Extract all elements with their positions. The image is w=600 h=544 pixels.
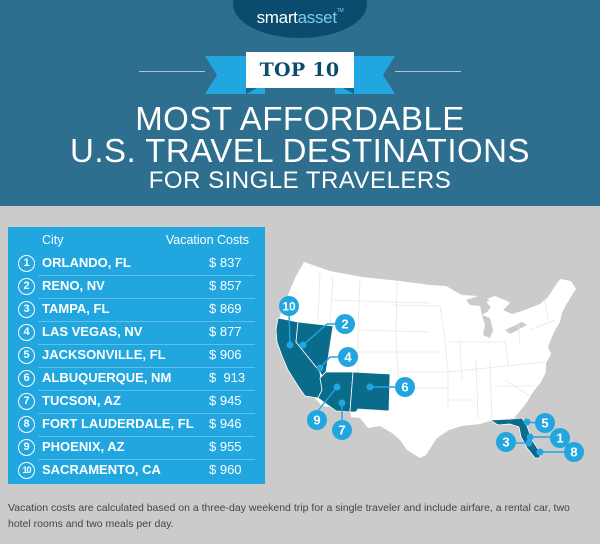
leader-lines <box>288 311 566 453</box>
city-name: PHOENIX, AZ <box>42 439 125 454</box>
marker-label: 3 <box>502 435 509 450</box>
table-row: 1 ORLANDO, FL $ 837 <box>8 252 265 276</box>
vacation-cost: $ 906 <box>209 347 242 362</box>
state-borders <box>317 272 556 421</box>
city-name: LAS VEGAS, NV <box>42 324 143 339</box>
vacation-cost: $ 946 <box>209 416 242 431</box>
rank-badge: 8 <box>18 416 35 433</box>
rank-badge: 9 <box>18 439 35 456</box>
column-header-city: City <box>42 233 64 247</box>
vacation-cost: $ 857 <box>209 278 242 293</box>
row-divider <box>38 390 255 391</box>
city-name: SACRAMENTO, CA <box>42 462 161 477</box>
lake-superior <box>466 296 490 306</box>
marker-label: 5 <box>541 416 548 431</box>
marker-label: 1 <box>556 431 563 446</box>
map-marker-4: 4 <box>338 347 358 367</box>
marker-label: 2 <box>341 317 348 332</box>
logo-text: smartassetTM <box>233 8 367 28</box>
row-divider <box>38 367 255 368</box>
table-row: 9 PHOENIX, AZ $ 955 <box>8 436 265 460</box>
city-name: TUCSON, AZ <box>42 393 121 408</box>
marker-label: 6 <box>401 380 408 395</box>
marker-label: 8 <box>570 445 577 460</box>
us-map: 10 2 4 6 9 7 5 1 3 8 <box>275 262 584 462</box>
page-title-line-1: MOST AFFORDABLE <box>135 100 465 137</box>
page-title-line-2: U.S. TRAVEL DESTINATIONS <box>69 132 531 169</box>
divider-right <box>395 71 461 72</box>
logo-smart: smart <box>256 8 298 27</box>
vacation-cost: $ 837 <box>209 255 242 270</box>
state-new-mexico <box>349 371 391 413</box>
table-row: 6 ALBUQUERQUE, NM $ 913 <box>8 367 265 391</box>
page-subtitle: FOR SINGLE TRAVELERS <box>148 167 452 194</box>
city-name: RENO, NV <box>42 278 105 293</box>
map-marker-8: 8 <box>564 442 584 462</box>
lake-erie <box>505 322 527 334</box>
map-marker-1: 1 <box>550 428 570 448</box>
map-marker-5: 5 <box>535 413 555 433</box>
table-row: 5 JACKSONVILLE, FL $ 906 <box>8 344 265 368</box>
table-row: 10 SACRAMENTO, CA $ 960 <box>8 459 265 482</box>
map-marker-2: 2 <box>335 314 355 334</box>
row-divider <box>38 459 255 460</box>
vacation-cost: $ 869 <box>209 301 242 316</box>
divider-left <box>139 71 205 72</box>
marker-label: 9 <box>313 413 320 428</box>
rank-badge: 2 <box>18 278 35 295</box>
map-marker-3: 3 <box>496 432 516 452</box>
vacation-cost: $ 877 <box>209 324 242 339</box>
logo-trademark: TM <box>336 8 344 14</box>
city-name: FORT LAUDERDALE, FL <box>42 416 194 431</box>
marker-label: 4 <box>344 350 352 365</box>
map-marker-9: 9 <box>307 410 327 430</box>
row-divider <box>38 321 255 322</box>
methodology-footnote: Vacation costs are calculated based on a… <box>8 502 570 530</box>
marker-label: 7 <box>338 423 345 438</box>
rank-badge: 6 <box>18 370 35 387</box>
row-divider <box>38 344 255 345</box>
column-header-vacation-costs: Vacation Costs <box>165 233 249 247</box>
rank-badge: 1 <box>18 255 35 272</box>
row-divider <box>38 275 255 276</box>
row-divider <box>38 436 255 437</box>
vacation-cost: $ 945 <box>209 393 242 408</box>
row-divider <box>38 298 255 299</box>
top-10-badge: TOP 10 <box>259 59 340 81</box>
table-row: 4 LAS VEGAS, NV $ 877 <box>8 321 265 345</box>
rank-badge: 10 <box>18 462 35 479</box>
vacation-cost: $ 913 <box>209 370 246 385</box>
state-florida <box>488 417 541 459</box>
city-name: ALBUQUERQUE, NM <box>42 370 172 385</box>
logo-asset: asset <box>297 8 337 27</box>
city-name: JACKSONVILLE, FL <box>42 347 166 362</box>
vacation-cost: $ 960 <box>209 462 242 477</box>
lake-michigan <box>482 315 493 338</box>
marker-label: 10 <box>282 300 296 314</box>
marker-dots <box>286 341 544 456</box>
rankings-table: City Vacation Costs 1 ORLANDO, FL $ 837 … <box>8 227 265 484</box>
table-row: 8 FORT LAUDERDALE, FL $ 946 <box>8 413 265 437</box>
map-marker-7: 7 <box>332 420 352 440</box>
city-name: ORLANDO, FL <box>42 255 131 270</box>
table-row: 2 RENO, NV $ 857 <box>8 275 265 299</box>
rank-badge: 3 <box>18 301 35 318</box>
city-name: TAMPA, FL <box>42 301 110 316</box>
rank-badge: 4 <box>18 324 35 341</box>
smartasset-logo: smartassetTM <box>233 0 367 38</box>
table-row: 7 TUCSON, AZ $ 945 <box>8 390 265 414</box>
ribbon-icon <box>205 52 395 94</box>
header-banner: smartassetTM TOP 10 MOST AFFORDABLE U.S.… <box>0 0 600 206</box>
table-row: 3 TAMPA, FL $ 869 <box>8 298 265 322</box>
row-divider <box>38 413 255 414</box>
rank-badge: 5 <box>18 347 35 364</box>
rank-badge: 7 <box>18 393 35 410</box>
map-marker-6: 6 <box>395 377 415 397</box>
vacation-cost: $ 955 <box>209 439 242 454</box>
map-marker-10: 10 <box>279 296 299 316</box>
